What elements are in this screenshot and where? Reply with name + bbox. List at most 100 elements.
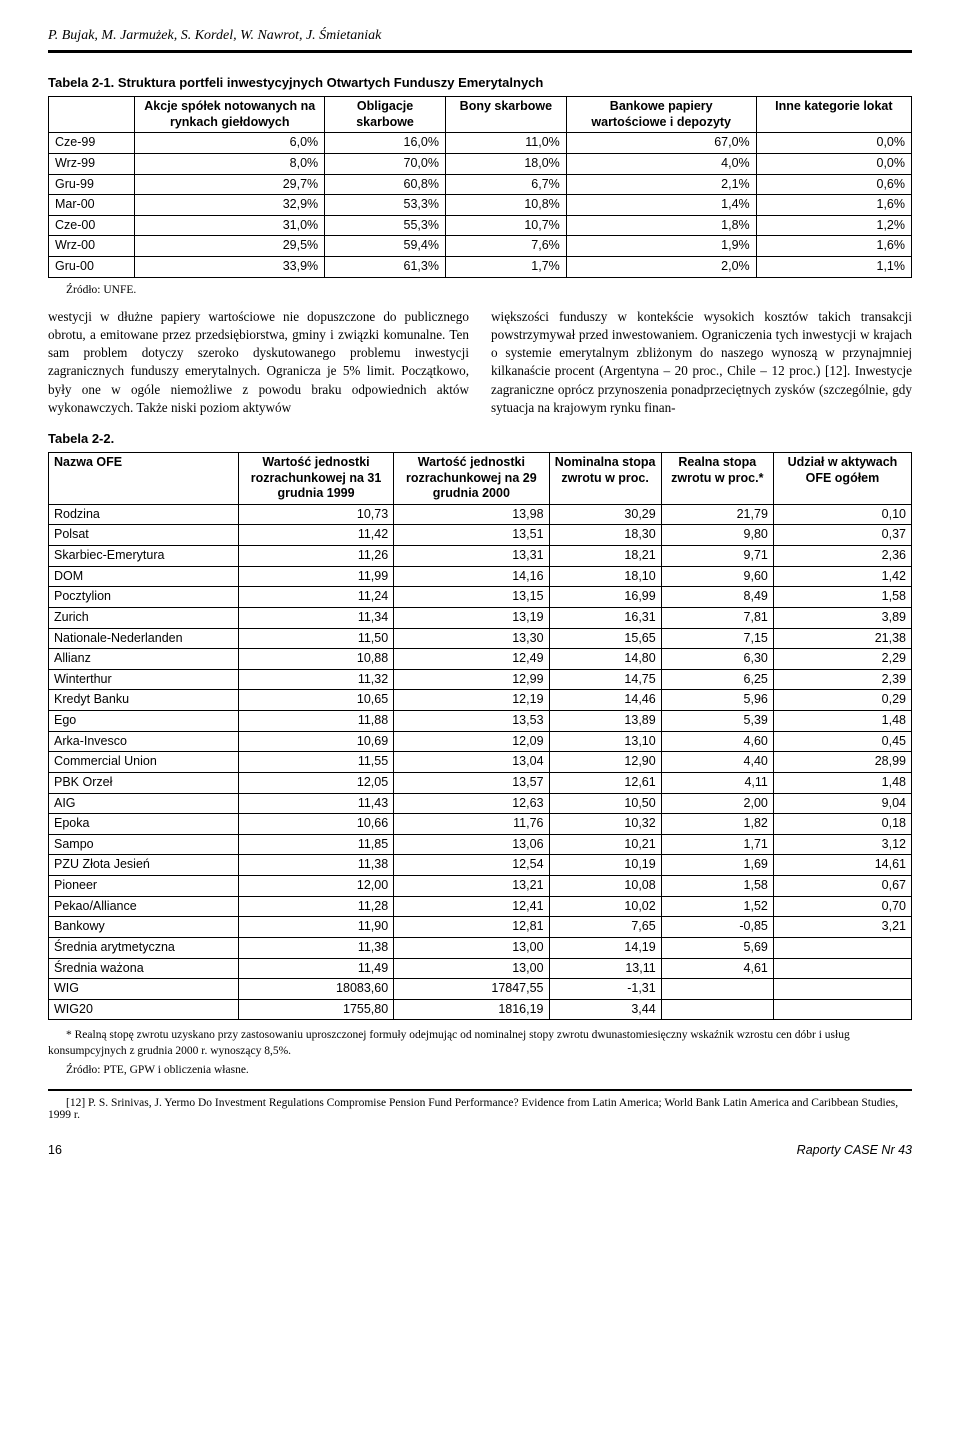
table-cell: AIG xyxy=(49,793,239,814)
table-header-cell: Bankowe papiery wartościowe i depozyty xyxy=(566,97,756,133)
table-cell: 3,21 xyxy=(773,917,911,938)
table-cell: 31,0% xyxy=(135,215,325,236)
table-cell: 29,5% xyxy=(135,236,325,257)
table-cell: 61,3% xyxy=(325,257,446,278)
table-cell: 12,99 xyxy=(394,669,549,690)
table-cell: 1,58 xyxy=(661,876,773,897)
table-cell: Ego xyxy=(49,711,239,732)
table-cell: 11,76 xyxy=(394,814,549,835)
table-row: Pekao/Alliance11,2812,4110,021,520,70 xyxy=(49,896,912,917)
table-header-cell: Udział w aktywach OFE ogółem xyxy=(773,452,911,504)
table-cell: 13,19 xyxy=(394,607,549,628)
table-row: Średnia ważona11,4913,0013,114,61 xyxy=(49,958,912,979)
table-cell: 10,02 xyxy=(549,896,661,917)
body-right-col: większości funduszy w kontekście wysokic… xyxy=(491,308,912,417)
table-row: Allianz10,8812,4914,806,302,29 xyxy=(49,649,912,670)
table-cell: 1,82 xyxy=(661,814,773,835)
table-row: Nationale-Nederlanden11,5013,3015,657,15… xyxy=(49,628,912,649)
table-cell: 4,40 xyxy=(661,752,773,773)
page-number: 16 xyxy=(48,1143,62,1157)
table-cell: 17847,55 xyxy=(394,979,549,1000)
table-cell: 1755,80 xyxy=(238,999,393,1020)
table-cell: 1,9% xyxy=(566,236,756,257)
table-cell: 12,00 xyxy=(238,876,393,897)
table-cell: 0,0% xyxy=(756,133,911,154)
table-cell: PBK Orzeł xyxy=(49,772,239,793)
table-cell: 14,46 xyxy=(549,690,661,711)
table-cell: 4,60 xyxy=(661,731,773,752)
table-cell: 1,42 xyxy=(773,566,911,587)
table-cell: 12,61 xyxy=(549,772,661,793)
table-cell: -0,85 xyxy=(661,917,773,938)
table-cell: 1816,19 xyxy=(394,999,549,1020)
table-cell: PZU Złota Jesień xyxy=(49,855,239,876)
table-cell: 0,0% xyxy=(756,153,911,174)
table-header-cell: Realna stopa zwrotu w proc.* xyxy=(661,452,773,504)
table-cell: 11,50 xyxy=(238,628,393,649)
table-cell: 14,19 xyxy=(549,937,661,958)
table-cell: Kredyt Banku xyxy=(49,690,239,711)
table-cell: 21,38 xyxy=(773,628,911,649)
table-cell: Epoka xyxy=(49,814,239,835)
table-cell: 13,89 xyxy=(549,711,661,732)
table-cell: 5,96 xyxy=(661,690,773,711)
table-2-2-caption: Tabela 2-2. xyxy=(48,431,912,446)
table-2-1-caption: Tabela 2-1. Struktura portfeli inwestycy… xyxy=(48,75,912,90)
table-row: Rodzina10,7313,9830,2921,790,10 xyxy=(49,504,912,525)
table-row: Winterthur11,3212,9914,756,252,39 xyxy=(49,669,912,690)
table-cell: Zurich xyxy=(49,607,239,628)
table-row: Mar-0032,9%53,3%10,8%1,4%1,6% xyxy=(49,195,912,216)
table-cell: 10,66 xyxy=(238,814,393,835)
table-row: Polsat11,4213,5118,309,800,37 xyxy=(49,525,912,546)
table-row: Gru-9929,7%60,8%6,7%2,1%0,6% xyxy=(49,174,912,195)
table-cell: 2,39 xyxy=(773,669,911,690)
table-cell: 10,69 xyxy=(238,731,393,752)
table-cell: 0,29 xyxy=(773,690,911,711)
footnote-star: * Realną stopę zwrotu uzyskano przy zast… xyxy=(48,1028,912,1059)
table-cell: 60,8% xyxy=(325,174,446,195)
table-cell: 1,6% xyxy=(756,195,911,216)
table-cell: 10,19 xyxy=(549,855,661,876)
table-cell: 0,67 xyxy=(773,876,911,897)
table-cell: 14,80 xyxy=(549,649,661,670)
table-cell: Gru-99 xyxy=(49,174,135,195)
table-cell: 14,61 xyxy=(773,855,911,876)
table-cell xyxy=(773,937,911,958)
table-cell: 5,39 xyxy=(661,711,773,732)
table-cell: 13,98 xyxy=(394,504,549,525)
table-cell xyxy=(661,999,773,1020)
table-cell: 12,54 xyxy=(394,855,549,876)
table-cell: Winterthur xyxy=(49,669,239,690)
table-cell: 53,3% xyxy=(325,195,446,216)
table-cell: 1,69 xyxy=(661,855,773,876)
table-2-1-source: Źródło: UNFE. xyxy=(66,284,912,296)
table-cell: 10,50 xyxy=(549,793,661,814)
table-2-1: Akcje spółek notowanych na rynkach giełd… xyxy=(48,96,912,278)
table-cell: 13,30 xyxy=(394,628,549,649)
table-cell: 12,09 xyxy=(394,731,549,752)
table-header-cell: Wartość jednostki rozrachunkowej na 31 g… xyxy=(238,452,393,504)
table-row: Pocztylion11,2413,1516,998,491,58 xyxy=(49,587,912,608)
table-cell: 14,75 xyxy=(549,669,661,690)
table-cell: 11,42 xyxy=(238,525,393,546)
table-cell: 14,16 xyxy=(394,566,549,587)
table-row: Średnia arytmetyczna11,3813,0014,195,69 xyxy=(49,937,912,958)
table-cell: Bankowy xyxy=(49,917,239,938)
table-cell: 6,7% xyxy=(445,174,566,195)
table-cell: 0,6% xyxy=(756,174,911,195)
table-cell: 11,26 xyxy=(238,546,393,567)
table-cell: 11,55 xyxy=(238,752,393,773)
footnote-source: Źródło: PTE, GPW i obliczenia własne. xyxy=(48,1063,912,1079)
table-cell: Cze-99 xyxy=(49,133,135,154)
table-row: Pioneer12,0013,2110,081,580,67 xyxy=(49,876,912,897)
table-header-cell: Nominalna stopa zwrotu w proc. xyxy=(549,452,661,504)
table-cell: 9,04 xyxy=(773,793,911,814)
table-cell: Mar-00 xyxy=(49,195,135,216)
table-cell: 7,65 xyxy=(549,917,661,938)
table-row: Arka-Invesco10,6912,0913,104,600,45 xyxy=(49,731,912,752)
table-cell: 10,88 xyxy=(238,649,393,670)
table-cell: 11,32 xyxy=(238,669,393,690)
table-row: Gru-0033,9%61,3%1,7%2,0%1,1% xyxy=(49,257,912,278)
table-cell: 13,00 xyxy=(394,937,549,958)
table-cell: 3,89 xyxy=(773,607,911,628)
